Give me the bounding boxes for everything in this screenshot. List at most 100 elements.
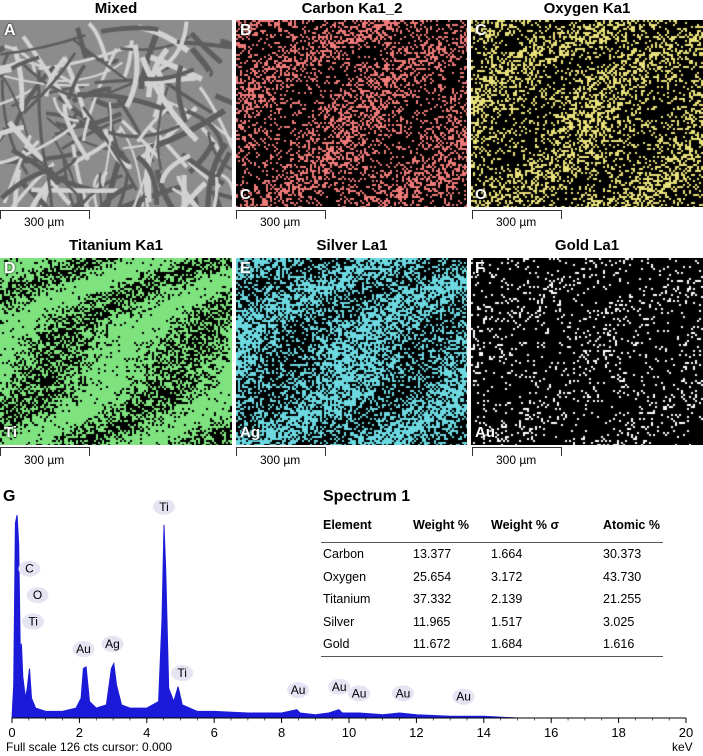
peak-label: Ti — [159, 500, 169, 514]
panel-e-letter: E — [240, 260, 251, 277]
panel-a-image: A — [0, 20, 232, 207]
x-tick-label: 0 — [8, 725, 15, 740]
scale-text-c: 300 µm — [496, 215, 537, 229]
table-cell: Titanium — [323, 592, 371, 607]
peak-label-bg — [72, 641, 95, 658]
panel-title-b: Carbon Ka1_2 — [301, 0, 403, 17]
peak-label: Ti — [28, 615, 38, 629]
spectrum-table-title: Spectrum 1 — [323, 488, 411, 505]
peak-label: Au — [291, 683, 306, 697]
table-cell: 11.672 — [411, 633, 489, 657]
scale-text-f: 300 µm — [496, 453, 537, 467]
peak-label: Au — [332, 680, 347, 694]
panel-f-letter: F — [475, 260, 485, 277]
scale-text-e: 300 µm — [260, 453, 301, 467]
col-header-weight-sigma: Weight % σ — [489, 514, 601, 543]
panel-g-letter: G — [3, 488, 16, 505]
scale-bar-b — [236, 210, 326, 219]
peak-label-bg — [101, 635, 124, 652]
col-header-weight: Weight % — [411, 514, 489, 543]
x-tick-label: 6 — [211, 725, 218, 740]
panel-title-f: Gold La1 — [554, 237, 620, 254]
peak-label-bg — [328, 678, 351, 695]
peak-label-bg — [18, 560, 41, 577]
panel-c-letter: C — [475, 22, 487, 39]
panel-title-a: Mixed — [94, 0, 138, 17]
panel-a-letter: A — [4, 22, 16, 39]
panel-f-image: F Au — [471, 258, 703, 445]
panel-a-canvas — [0, 20, 232, 207]
col-header-element: Element — [321, 514, 411, 543]
scale-bar-e — [236, 447, 326, 456]
panel-f-canvas — [471, 258, 703, 445]
x-tick-label: 12 — [409, 725, 423, 740]
panel-c-canvas — [471, 20, 703, 207]
table-cell: 1.517 — [491, 614, 523, 629]
table-row: Silver 11.965 1.517 3.025 — [321, 611, 663, 634]
x-tick-label: 16 — [544, 725, 558, 740]
table-cell: Carbon — [323, 547, 364, 562]
table-cell: 1.684 — [489, 633, 601, 657]
peak-label: Au — [396, 686, 411, 700]
peak-label: Au — [76, 642, 91, 656]
panel-f-element: Au — [475, 424, 495, 441]
table-cell: 3.172 — [491, 569, 523, 584]
table-cell: 1.664 — [491, 547, 523, 562]
scale-bar-a — [0, 210, 90, 219]
panel-e-image: E Ag — [236, 258, 467, 445]
table-cell: 21.255 — [603, 592, 642, 607]
table-cell: 13.377 — [413, 547, 452, 562]
peak-label-bg — [152, 500, 175, 515]
panel-e-canvas — [236, 258, 467, 445]
panel-b-letter: B — [240, 22, 252, 39]
table-cell: 1.616 — [601, 633, 663, 657]
table-cell: 3.025 — [603, 614, 635, 629]
spectrum-footer-status: Full scale 126 cts cursor: 0.000 — [6, 740, 173, 754]
peak-label-bg — [391, 685, 414, 702]
peak-label-bg — [287, 682, 310, 699]
scale-bar-f — [472, 447, 562, 456]
x-tick-label: 8 — [278, 725, 285, 740]
table-cell: 25.654 — [413, 569, 452, 584]
x-tick-label: 4 — [143, 725, 150, 740]
x-axis-unit: keV — [672, 740, 693, 754]
scale-text-a: 300 µm — [24, 215, 65, 229]
scale-bar-c — [472, 210, 562, 219]
table-cell: 30.373 — [603, 547, 642, 562]
table-row: Titanium 37.332 2.139 21.255 — [321, 588, 663, 611]
table-row: Gold 11.672 1.684 1.616 — [321, 633, 663, 657]
peak-label: Au — [456, 690, 471, 704]
table-cell: 43.730 — [603, 569, 642, 584]
x-tick-label: 18 — [611, 725, 625, 740]
spectrum-chart: 0 2 4 6 8 10 12 14 16 18 20 CO Ti Au Ag Ti Ti Au Au Au Au Au — [8, 500, 693, 740]
table-cell: 11.965 — [413, 614, 451, 629]
x-tick-label: 2 — [76, 725, 83, 740]
panel-title-c: Oxygen Ka1 — [543, 0, 631, 17]
col-header-atomic: Atomic % — [601, 514, 663, 543]
x-tick-label: 14 — [477, 725, 491, 740]
panel-e-element: Ag — [240, 424, 260, 441]
peak-label: Au — [352, 686, 367, 700]
panel-b-element: C — [240, 186, 251, 203]
panel-c-element: O — [475, 186, 487, 203]
table-cell: Silver — [323, 614, 355, 629]
table-row: Carbon 13.377 1.664 30.373 — [321, 543, 663, 566]
panel-b-canvas — [236, 20, 467, 207]
panel-title-d: Titanium Ka1 — [69, 237, 163, 254]
peak-label-bg — [171, 664, 194, 681]
table-cell: Gold — [321, 633, 411, 657]
x-tick-label: 20 — [679, 725, 693, 740]
table-cell: Oxygen — [323, 569, 367, 584]
peak-label: O — [33, 588, 42, 602]
scale-bar-d — [0, 447, 90, 456]
panel-d-element: Ti — [4, 424, 18, 441]
peak-label: Ti — [177, 666, 187, 680]
peak-label-bg — [22, 613, 45, 630]
panel-d-canvas — [0, 258, 232, 445]
peak-label-bg — [348, 685, 371, 702]
table-cell: 37.332 — [413, 592, 452, 607]
panel-d-image: D Ti — [0, 258, 232, 445]
x-tick-label: 10 — [342, 725, 356, 740]
